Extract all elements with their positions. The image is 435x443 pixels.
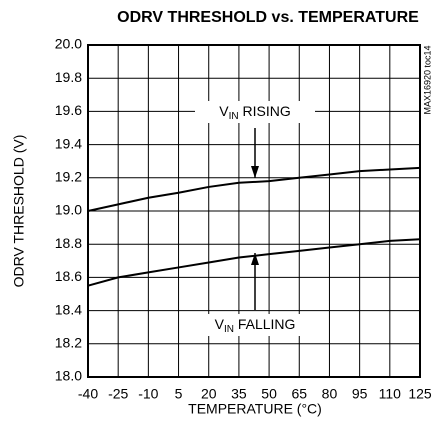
annotation: VIN FALLING: [215, 316, 296, 335]
arrow-head: [251, 166, 259, 178]
y-tick-label: 19.4: [55, 135, 82, 151]
x-tick-label: -25: [108, 386, 128, 402]
y-axis-label: ODRV THRESHOLD (V): [11, 135, 27, 288]
x-axis-label: TEMPERATURE (°C): [188, 401, 322, 417]
x-tick-label: 35: [231, 386, 247, 402]
annotation: VIN RISING: [219, 103, 290, 122]
y-tick-label: 20.0: [55, 36, 82, 52]
y-tick-label: 19.6: [55, 102, 82, 118]
x-tick-label: 110: [379, 386, 402, 402]
annotation-subscript: IN: [224, 324, 234, 335]
annotation-text: V: [219, 103, 229, 119]
x-tick-label: 65: [291, 386, 307, 402]
annotation-suffix: RISING: [239, 103, 291, 119]
x-tick-label: 95: [352, 386, 368, 402]
x-tick-label: 125: [408, 386, 432, 402]
x-tick-label: -10: [138, 386, 158, 402]
x-tick-label: -40: [78, 386, 98, 402]
y-tick-label: 18.2: [55, 335, 82, 351]
arrow-head: [251, 253, 259, 265]
figure-note: MAX16920 toc14: [422, 45, 432, 114]
annotation-text: V: [215, 316, 225, 332]
y-tick-label: 19.2: [55, 169, 82, 185]
data-line: [87, 238, 421, 287]
annotation-bg: [195, 101, 315, 123]
y-tick-label: 19.8: [55, 69, 82, 85]
y-tick-label: 19.0: [55, 202, 82, 218]
x-tick-label: 80: [322, 386, 338, 402]
data-line: [87, 166, 421, 212]
x-tick-label: 20: [201, 386, 217, 402]
y-tick-label: 18.0: [55, 368, 82, 384]
y-tick-label: 18.8: [55, 235, 82, 251]
annotation-subscript: IN: [229, 111, 239, 122]
y-tick-label: 18.4: [55, 301, 82, 317]
annotation-bg: [190, 314, 320, 336]
x-tick-label: 5: [175, 386, 183, 402]
annotation-suffix: FALLING: [234, 316, 295, 332]
x-tick-label: 50: [261, 386, 277, 402]
chart-title: ODRV THRESHOLD vs. TEMPERATURE: [117, 9, 419, 26]
y-tick-label: 18.6: [55, 268, 82, 284]
